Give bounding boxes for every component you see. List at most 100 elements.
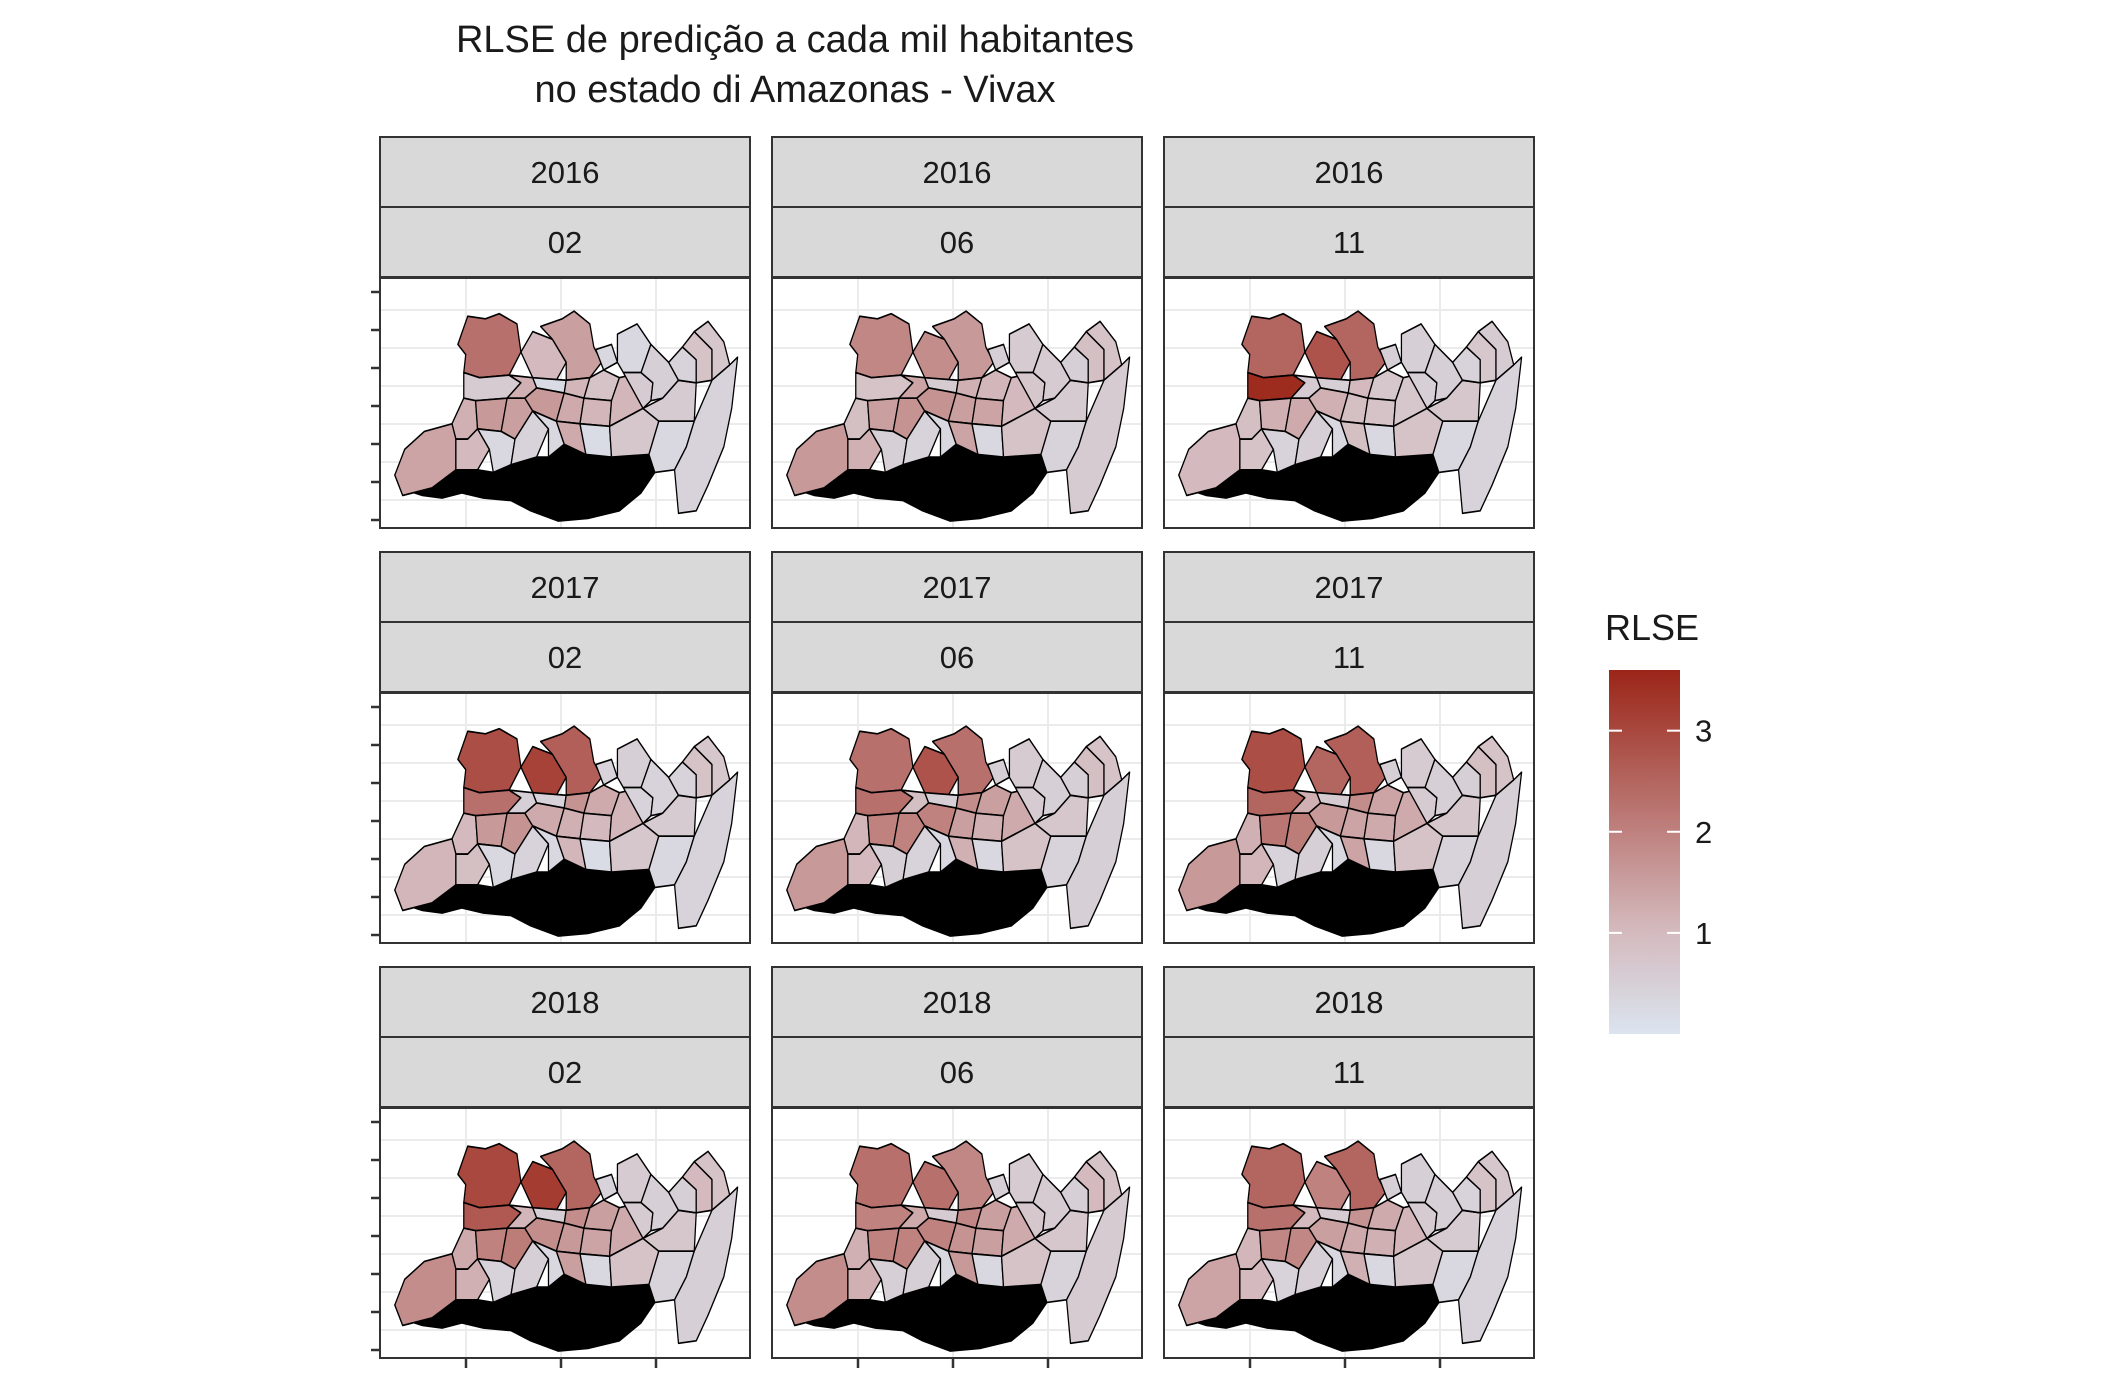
legend-colorbar: [1609, 670, 1680, 1034]
strip-year-label: 2016: [923, 155, 992, 190]
strip-year-label: 2018: [923, 985, 992, 1020]
panel-border: [771, 277, 1143, 529]
legend-tick-label: 1: [1695, 916, 1712, 951]
strip-year: [771, 551, 1143, 623]
municipality-region: [902, 410, 942, 466]
municipality-region: [971, 397, 1005, 428]
amazonas-map: [1178, 310, 1523, 522]
strip-month-label: 02: [548, 1055, 582, 1090]
panel-border: [1163, 277, 1535, 529]
strip-month-label: 02: [548, 225, 582, 260]
strip-month-label: 06: [940, 225, 974, 260]
panel-border: [379, 277, 751, 529]
legend-title: RLSE: [1605, 607, 1699, 648]
municipality-region: [902, 825, 942, 881]
strip-month-label: 11: [1333, 225, 1365, 260]
facet-panel: 2018 02: [371, 966, 751, 1368]
municipality-region: [1363, 812, 1397, 843]
municipality-region: [1241, 727, 1306, 794]
amazonas-map: [786, 310, 1131, 522]
municipality-region: [1065, 1186, 1131, 1345]
strip-year-label: 2017: [923, 570, 992, 605]
strip-month: [379, 206, 751, 278]
municipality-region: [1457, 771, 1523, 930]
municipality-region: [1241, 312, 1306, 379]
strip-year-label: 2017: [531, 570, 600, 605]
municipality-region: [1294, 825, 1334, 881]
strip-month: [379, 621, 751, 693]
amazonas-map: [394, 725, 739, 937]
panel-border: [1163, 1107, 1535, 1359]
facet-panel: 2017 11: [1163, 551, 1535, 944]
facet-grid: 2016022016062016112017022017062017112018…: [371, 136, 1535, 1368]
facet-panel: 2016 06: [771, 136, 1143, 529]
strip-month-label: 02: [548, 640, 582, 675]
legend-tick-label: 3: [1695, 714, 1712, 749]
strip-month-label: 11: [1333, 1055, 1365, 1090]
municipality-region: [579, 812, 613, 843]
strip-month: [771, 206, 1143, 278]
strip-year-label: 2018: [1315, 985, 1384, 1020]
panel-border: [379, 692, 751, 944]
legend-tick-label: 2: [1695, 815, 1712, 850]
strip-year-label: 2016: [531, 155, 600, 190]
legend: RLSE 3 2 1: [1605, 607, 1712, 1034]
municipality-region: [510, 1240, 550, 1296]
strip-month: [1163, 206, 1535, 278]
strip-year: [379, 551, 751, 623]
amazonas-map: [786, 1140, 1131, 1352]
municipality-region: [1363, 397, 1397, 428]
strip-month-label: 11: [1333, 640, 1365, 675]
municipality-region: [673, 356, 739, 515]
municipality-region: [849, 1142, 914, 1209]
municipality-region: [673, 771, 739, 930]
facet-panel: 2017 06: [771, 551, 1143, 944]
amazonas-map: [1178, 725, 1523, 937]
amazonas-map: [786, 725, 1131, 937]
strip-month-label: 06: [940, 640, 974, 675]
strip-year: [771, 136, 1143, 208]
strip-year: [379, 136, 751, 208]
municipality-region: [673, 1186, 739, 1345]
strip-year-label: 2016: [1315, 155, 1384, 190]
amazonas-map: [1178, 1140, 1523, 1352]
plot-title-line1: RLSE de predição a cada mil habitantes: [456, 19, 1134, 61]
strip-year: [1163, 551, 1535, 623]
facet-panel: 2016 02: [371, 136, 751, 529]
panel-border: [771, 1107, 1143, 1359]
amazonas-map: [394, 310, 739, 522]
facet-panel: 2018 06: [771, 966, 1143, 1368]
municipality-region: [457, 1142, 522, 1209]
municipality-region: [971, 812, 1005, 843]
municipality-region: [1457, 1186, 1523, 1345]
strip-year: [771, 966, 1143, 1038]
municipality-region: [902, 1240, 942, 1296]
panel-border: [771, 692, 1143, 944]
plot-title-line2: no estado di Amazonas - Vivax: [534, 69, 1055, 111]
strip-month: [771, 621, 1143, 693]
amazonas-map: [394, 1140, 739, 1352]
facet-panel: 2018 11: [1163, 966, 1535, 1368]
strip-year-label: 2017: [1315, 570, 1384, 605]
strip-month: [771, 1036, 1143, 1108]
municipality-region: [510, 410, 550, 466]
municipality-region: [1241, 1142, 1306, 1209]
municipality-region: [510, 825, 550, 881]
municipality-region: [1065, 771, 1131, 930]
strip-year-label: 2018: [531, 985, 600, 1020]
strip-month: [379, 1036, 751, 1108]
facet-panel: 2017 02: [371, 551, 751, 944]
municipality-region: [1294, 1240, 1334, 1296]
strip-year: [1163, 966, 1535, 1038]
municipality-region: [579, 397, 613, 428]
strip-year: [379, 966, 751, 1038]
panel-border: [379, 1107, 751, 1359]
municipality-region: [1065, 356, 1131, 515]
municipality-region: [1294, 410, 1334, 466]
panel-border: [1163, 692, 1535, 944]
municipality-region: [849, 312, 914, 379]
municipality-region: [1457, 356, 1523, 515]
strip-year: [1163, 136, 1535, 208]
municipality-region: [849, 727, 914, 794]
